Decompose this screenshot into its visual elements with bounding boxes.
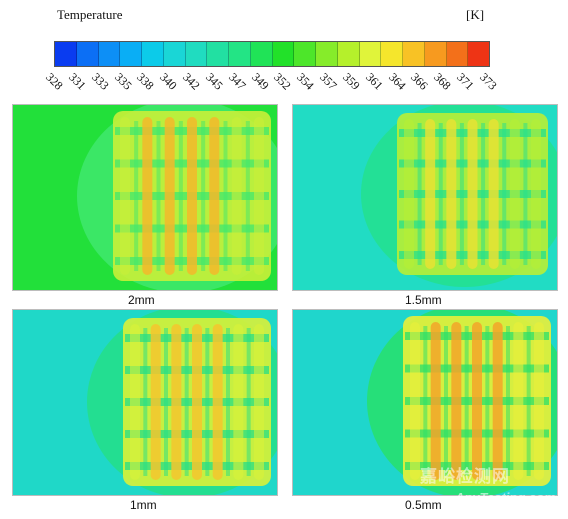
colorbar-tick-label: 345: [202, 70, 226, 93]
caption-2mm: 2mm: [128, 293, 155, 307]
colorbar-swatch: [403, 42, 425, 66]
colorbar-swatch: [163, 42, 186, 66]
colorbar-swatch: [272, 42, 295, 66]
colorbar-swatch: [76, 42, 99, 66]
colorbar-tick-label: 335: [111, 70, 135, 93]
colorbar-swatch: [316, 42, 338, 66]
contour-panel-1mm: [12, 309, 278, 496]
colorbar-swatch: [446, 42, 469, 66]
legend-title: Temperature: [57, 7, 123, 22]
colorbar-tick-label: 352: [271, 70, 295, 93]
colorbar-tick-label: 354: [294, 70, 317, 93]
contour-panel-0-5mm: [292, 309, 558, 496]
colorbar-tick-label: 340: [157, 70, 180, 93]
colorbar-swatch: [294, 42, 316, 66]
colorbar-swatch: [120, 42, 142, 66]
temperature-contour: [293, 310, 557, 495]
watermark-logo: 嘉峪检测网: [420, 467, 510, 486]
temperature-contour: [13, 310, 277, 495]
colorbar-tick-label: 359: [340, 70, 363, 93]
colorbar-swatch: [468, 42, 489, 66]
colorbar-tick-label: 366: [408, 70, 432, 93]
watermark-url: AnyTesting.com: [455, 490, 556, 505]
colorbar-swatch: [207, 42, 229, 66]
colorbar-tick-label: 333: [88, 70, 112, 93]
colorbar-tick-label: 368: [431, 70, 455, 93]
colorbar-tick-label: 328: [43, 70, 66, 93]
colorbar-tick-label: 347: [225, 70, 249, 93]
colorbar-swatch: [142, 42, 164, 66]
colorbar-tick-label: 349: [248, 70, 272, 93]
colorbar-tick-label: 364: [385, 70, 409, 93]
colorbar-swatch: [250, 42, 273, 66]
caption-1mm: 1mm: [130, 498, 157, 512]
contour-panel-2mm: [12, 104, 278, 291]
colorbar-swatch: [359, 42, 382, 66]
colorbar-tick-label: 342: [180, 70, 203, 93]
contour-panel-1-5mm: [292, 104, 558, 291]
colorbar-swatch: [185, 42, 208, 66]
temperature-colorbar: [54, 41, 490, 67]
caption-1-5mm: 1.5mm: [405, 293, 442, 307]
colorbar-swatch: [337, 42, 360, 66]
temperature-contour: [13, 105, 277, 290]
legend-unit: [K]: [466, 7, 485, 22]
colorbar-swatch: [424, 42, 447, 66]
colorbar-tick-label: 357: [317, 70, 340, 93]
colorbar-tick-label: 338: [134, 70, 158, 93]
colorbar-tick-label: 371: [454, 70, 477, 93]
temperature-contour: [293, 105, 557, 290]
colorbar-swatch: [98, 42, 121, 66]
colorbar-swatch: [229, 42, 251, 66]
colorbar-tick-label: 331: [65, 70, 89, 93]
colorbar-tick-label: 361: [362, 70, 386, 93]
caption-0-5mm: 0.5mm: [405, 498, 442, 512]
colorbar-swatch: [381, 42, 403, 66]
colorbar-tick-label: 373: [477, 70, 500, 93]
colorbar-swatch: [55, 42, 77, 66]
